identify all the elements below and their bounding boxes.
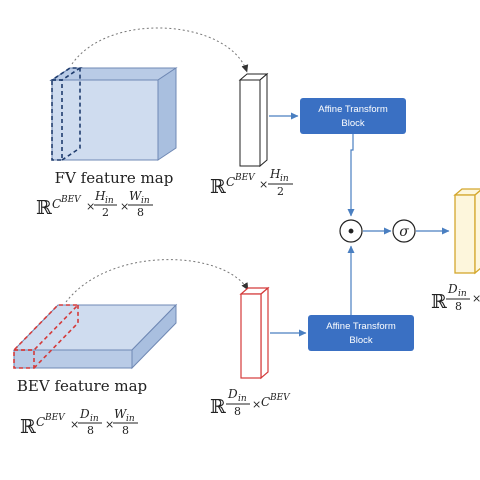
svg-text:8: 8 xyxy=(87,424,94,437)
svg-text:H: H xyxy=(269,167,281,181)
svg-text:D: D xyxy=(447,282,458,296)
fv-map-side xyxy=(157,67,177,161)
affine-transform-block-bottom: Affine Transform Block xyxy=(308,315,414,351)
svg-text:in: in xyxy=(458,289,467,299)
svg-text:in: in xyxy=(141,196,150,206)
svg-text:2: 2 xyxy=(277,185,284,198)
svg-text:×: × xyxy=(259,178,268,191)
svg-text:in: in xyxy=(90,414,99,424)
svg-text:D: D xyxy=(79,407,90,421)
fv-vector-dimension: ℝ C BEV × H in 2 xyxy=(210,167,293,198)
svg-text:W: W xyxy=(129,189,143,203)
svg-text:W: W xyxy=(114,407,128,421)
svg-text:×: × xyxy=(70,418,79,431)
svg-text:ℝ: ℝ xyxy=(210,176,226,198)
elementwise-product-operator: · xyxy=(339,217,363,247)
svg-text:in: in xyxy=(280,174,289,184)
svg-text:C: C xyxy=(261,395,270,409)
svg-text:C: C xyxy=(226,175,235,189)
bev-connector-arc xyxy=(65,259,249,303)
fv-map-top xyxy=(50,67,178,81)
svg-text:8: 8 xyxy=(137,206,144,219)
svg-text:8: 8 xyxy=(122,424,129,437)
sigmoid-operator: σ xyxy=(392,219,416,243)
bev-feature-map xyxy=(12,303,178,370)
fv-map-label: FV feature map xyxy=(55,169,174,187)
bev-vector xyxy=(239,286,270,380)
bev-vector-dimension: ℝ D in 8 × C BEV xyxy=(210,387,291,418)
fv-map-face xyxy=(51,79,159,161)
arrow-affine-top-to-product xyxy=(347,134,355,217)
svg-text:ℝ: ℝ xyxy=(36,197,52,219)
svg-text:in: in xyxy=(105,196,114,206)
fv-map-dimension: ℝ C BEV × H in 2 × W in 8 xyxy=(36,189,153,219)
svg-text:BEV: BEV xyxy=(234,173,256,183)
svg-text:C: C xyxy=(36,415,45,429)
fv-vector xyxy=(238,72,269,168)
svg-text:×: × xyxy=(105,418,114,431)
svg-text:σ: σ xyxy=(399,224,409,240)
svg-text:BEV: BEV xyxy=(44,413,66,423)
svg-text:D: D xyxy=(227,387,238,401)
svg-text:ℝ: ℝ xyxy=(431,291,447,313)
output-vector-dimension: ℝ D in 8 × xyxy=(431,282,480,313)
svg-text:H: H xyxy=(94,189,106,203)
svg-text:Block: Block xyxy=(349,335,372,346)
bev-slice-front xyxy=(13,349,35,369)
fv-slice-front xyxy=(51,79,63,161)
bev-map-face xyxy=(13,349,133,369)
svg-text:Affine Transform: Affine Transform xyxy=(326,321,396,332)
svg-text:ℝ: ℝ xyxy=(20,416,36,438)
svg-text:8: 8 xyxy=(455,300,462,313)
bev-map-dimension: ℝ C BEV × D in 8 × W in 8 xyxy=(20,407,138,438)
svg-text:C: C xyxy=(52,197,61,211)
svg-text:BEV: BEV xyxy=(269,393,291,403)
fv-connector-arc xyxy=(71,27,249,73)
svg-text:8: 8 xyxy=(234,405,241,418)
bev-map-label: BEV feature map xyxy=(17,377,147,395)
svg-text:ℝ: ℝ xyxy=(210,396,226,418)
svg-text:×: × xyxy=(86,200,95,213)
svg-text:Affine Transform: Affine Transform xyxy=(318,104,388,115)
svg-text:2: 2 xyxy=(102,206,109,219)
affine-transform-block-top: Affine Transform Block xyxy=(300,98,406,134)
svg-text:BEV: BEV xyxy=(60,195,82,205)
fv-feature-map xyxy=(49,67,178,161)
output-vector xyxy=(453,188,480,275)
svg-text:×: × xyxy=(120,200,129,213)
svg-text:×: × xyxy=(472,292,480,305)
svg-text:·: · xyxy=(346,217,355,247)
svg-text:in: in xyxy=(126,414,135,424)
fv-slice-side xyxy=(61,68,81,161)
svg-text:Block: Block xyxy=(341,118,364,129)
svg-text:×: × xyxy=(252,398,261,411)
svg-text:in: in xyxy=(238,394,247,404)
